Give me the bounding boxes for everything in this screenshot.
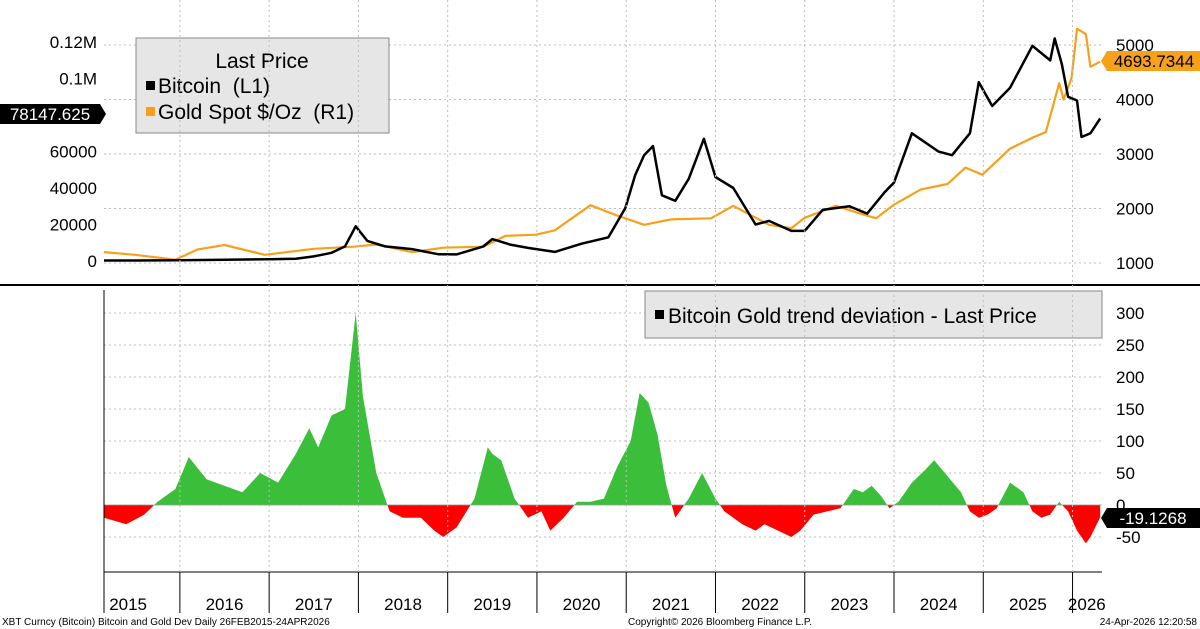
left-tick-label: 60000: [50, 143, 97, 162]
left-tick-label: 20000: [50, 216, 97, 235]
year-label: 2025: [1009, 595, 1047, 614]
last-value-tag-deviation: -19.1268: [1101, 508, 1200, 528]
legend-label-bitcoin: Bitcoin (L1): [158, 75, 270, 98]
footer-left: XBT Curncy (Bitcoin) Bitcoin and Gold De…: [2, 617, 330, 628]
bottom-tick-label: 250: [1116, 336, 1144, 355]
x-axis: 2015 2016 2017 2018 2019 2020 2021 2022 2023 2024…: [103, 0, 1106, 614]
left-tick-label: 0.12M: [50, 33, 97, 52]
top-series: [103, 27, 1102, 262]
year-label: 2023: [830, 595, 868, 614]
last-value-gold: 4693.7344: [1114, 52, 1194, 71]
deviation-positive-area: [104, 313, 1101, 505]
legend-swatch-deviation: [655, 310, 664, 319]
bottom-tick-label: 300: [1116, 304, 1144, 323]
footer-right: 24-Apr-2026 12:20:58: [1100, 617, 1198, 628]
bottom-right-axis: -50 0 50 100 150 200 250 300: [1116, 304, 1144, 547]
right-tick-label: 2000: [1116, 200, 1154, 219]
left-tick-label: 0: [88, 252, 97, 271]
bottom-legend-box: [644, 290, 1103, 339]
legend-label-gold: Gold Spot $/Oz (R1): [158, 101, 354, 124]
legend-swatch-gold: [146, 107, 155, 116]
right-tick-label: 4000: [1116, 91, 1154, 110]
legend-swatch-bitcoin: [146, 81, 155, 90]
last-value-bitcoin: 78147.625: [10, 105, 90, 124]
year-label: 2024: [920, 595, 958, 614]
bitcoin-line: [104, 37, 1102, 262]
year-label: 2026: [1068, 595, 1106, 614]
left-tick-label: 40000: [50, 179, 97, 198]
top-right-axis: 1000 2000 3000 4000 5000: [1116, 36, 1154, 273]
left-tick-label: 0.1M: [59, 70, 97, 89]
bottom-tick-label: 50: [1116, 464, 1135, 483]
right-tick-label: 5000: [1116, 36, 1154, 55]
year-label: 2016: [206, 595, 244, 614]
right-tick-label: 3000: [1116, 145, 1154, 164]
year-label: 2015: [109, 595, 147, 614]
bottom-series: [104, 313, 1102, 544]
year-label: 2018: [384, 595, 422, 614]
year-label: 2022: [741, 595, 779, 614]
legend-label-deviation: Bitcoin Gold trend deviation - Last Pric…: [668, 305, 1037, 328]
top-left-axis: 0 20000 40000 60000 0.1M 0.12M: [50, 33, 97, 271]
bottom-tick-label: 0: [1116, 496, 1125, 515]
bottom-tick-label: 200: [1116, 368, 1144, 387]
year-label: 2020: [563, 595, 601, 614]
bottom-tick-label: -50: [1116, 528, 1141, 547]
bottom-tick-label: 150: [1116, 400, 1144, 419]
year-label: 2021: [652, 595, 690, 614]
last-value-tag-bitcoin: 78147.625: [0, 104, 106, 124]
bottom-legend: Bitcoin Gold trend deviation - Last Pric…: [644, 290, 1103, 339]
top-legend: Last Price Bitcoin (L1) Gold Spot $/Oz (…: [135, 37, 390, 134]
bottom-tick-label: 100: [1116, 432, 1144, 451]
top-legend-box: [135, 37, 390, 134]
right-tick-label: 1000: [1116, 254, 1154, 273]
year-label: 2019: [473, 595, 511, 614]
last-value-tag-gold: 4693.7344: [1101, 51, 1200, 71]
year-label: 2017: [295, 595, 333, 614]
top-legend-title: Last Price: [215, 50, 308, 73]
footer-center: Copyright© 2026 Bloomberg Finance L.P.: [628, 617, 812, 628]
last-value-deviation: -19.1268: [1119, 509, 1186, 528]
